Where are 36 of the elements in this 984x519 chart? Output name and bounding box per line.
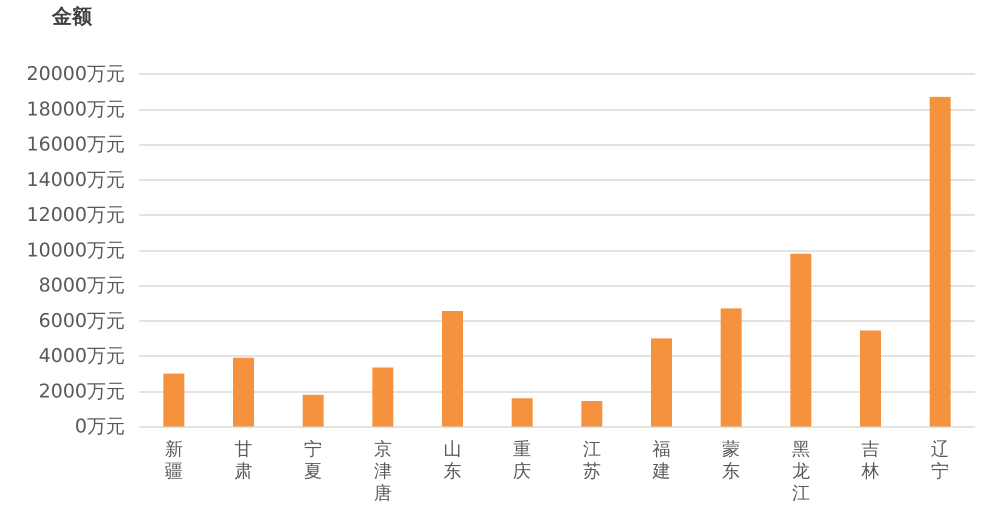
x-tick-label: 新疆 bbox=[164, 439, 183, 482]
x-tick-label: 江苏 bbox=[582, 439, 601, 482]
bar bbox=[163, 374, 184, 426]
y-tick-label: 16000万元 bbox=[26, 134, 125, 156]
bar bbox=[720, 308, 742, 426]
x-tick-label: 辽宁 bbox=[931, 439, 950, 482]
y-tick-label: 18000万元 bbox=[26, 98, 125, 120]
y-tick-label: 14000万元 bbox=[26, 168, 125, 191]
x-tick-label: 重庆 bbox=[513, 439, 532, 482]
bar bbox=[372, 367, 394, 426]
y-tick-label: 8000万元 bbox=[38, 274, 125, 296]
x-tick-label: 宁夏 bbox=[304, 439, 322, 482]
x-tick-label: 山东 bbox=[444, 439, 462, 482]
bar bbox=[930, 96, 951, 426]
y-tick-label: 20000万元 bbox=[26, 63, 125, 85]
bar bbox=[302, 394, 324, 426]
y-tick-label: 2000万元 bbox=[38, 380, 125, 402]
x-tick-label: 甘肃 bbox=[234, 439, 252, 482]
x-tick-label: 黑龙江 bbox=[792, 439, 810, 504]
bar bbox=[860, 330, 881, 426]
y-tick-label: 0万元 bbox=[74, 416, 125, 438]
x-tick-label: 蒙东 bbox=[722, 439, 740, 482]
x-tick-label: 福建 bbox=[652, 439, 670, 482]
bar bbox=[581, 400, 602, 426]
x-tick-label: 京津唐 bbox=[374, 439, 392, 504]
y-tick-label: 12000万元 bbox=[26, 204, 125, 226]
bar bbox=[233, 358, 254, 426]
y-axis-title: 金额 bbox=[51, 4, 93, 28]
bar bbox=[651, 338, 672, 426]
y-tick-label: 4000万元 bbox=[38, 345, 125, 367]
bar bbox=[790, 254, 812, 426]
bar bbox=[442, 311, 463, 426]
bar bbox=[512, 398, 533, 426]
y-tick-label: 6000万元 bbox=[38, 310, 125, 332]
y-tick-label: 10000万元 bbox=[26, 239, 125, 262]
x-tick-label: 吉林 bbox=[860, 439, 880, 482]
